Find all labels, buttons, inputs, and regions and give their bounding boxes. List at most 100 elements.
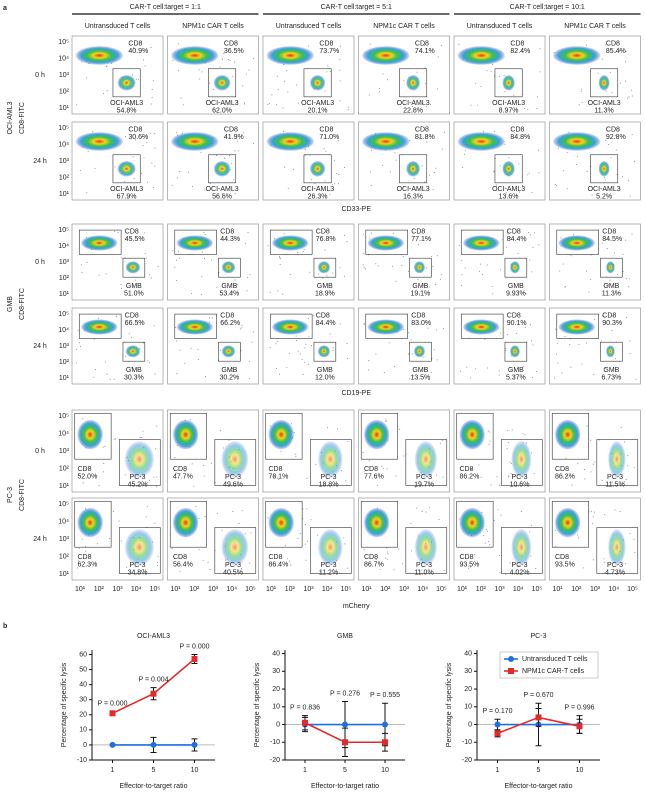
event-dot [231,163,233,165]
event-dot [154,133,156,135]
event-dot [204,515,206,517]
event-dot [585,342,587,344]
event-dot [153,325,155,327]
event-dot [509,562,511,564]
x-axis-label: Effector-to-target ratio [120,783,188,790]
x-axis-label: Effector-to-target ratio [311,783,379,790]
event-dot [460,370,462,372]
event-dot [510,369,512,371]
gate-percent: 67.9% [117,193,137,200]
y-tick-label: 10⁴ [58,55,69,62]
event-dot [341,470,343,472]
target-population [309,75,326,91]
event-dot [151,88,153,90]
event-dot [133,46,135,48]
event-dot [388,342,390,344]
event-dot [370,185,372,187]
event-dot [94,369,96,371]
cd8-gate [74,500,112,548]
event-dot [585,270,587,272]
x-tick-label: 10⁴ [417,586,428,593]
event-dot [493,170,495,172]
event-dot [505,573,507,575]
event-dot [441,148,443,150]
event-dot [131,336,133,338]
target-population [117,75,136,91]
event-dot [319,570,321,572]
event-dot [304,149,306,151]
target-gate [122,257,146,278]
event-dot [628,96,630,98]
event-dot [234,193,236,195]
event-dot [601,242,603,244]
target-gate [112,68,141,98]
gate-percent: 85.4% [606,48,626,55]
cd8-population [172,507,199,538]
y-tick-label: -10 [462,739,472,746]
plot-frame [71,223,164,301]
panel-label: a [3,5,7,12]
event-dot [624,481,626,483]
event-dot [143,342,145,344]
x-tick-label: 5 [537,767,541,774]
y-tick-label: 10⁵ [58,125,69,132]
event-dot [458,518,460,520]
target-population [598,161,610,177]
event-dot [343,537,345,539]
cd8-gate [78,313,122,339]
gate-percent: 41.9% [224,134,244,141]
column-header: NPM1c CAR T cells [373,23,435,30]
cd8-population [457,132,505,151]
y-tick-label: 10⁵ [58,227,69,234]
target-gate [112,154,141,184]
event-dot [204,189,206,191]
gate-label: CD8 [125,228,139,235]
cd8-population [362,132,410,151]
gate-label: CD8 [316,312,330,319]
gate-label: CD8 [555,554,569,561]
event-dot [436,359,438,361]
event-dot [439,278,441,280]
event-dot [240,568,242,570]
y-tick-label: 10⁴ [58,243,69,250]
gate-percent: 26.3% [308,193,328,200]
p-value: P = 0.000 [97,701,127,708]
x-tick-label: 10⁴ [322,586,333,593]
event-dot [232,510,234,512]
target-gate [214,439,257,486]
event-dot [147,482,149,484]
event-dot [611,481,613,483]
event-dot [146,141,148,143]
target-population [606,261,615,274]
event-dot [324,90,326,92]
event-dot [437,56,439,58]
gate-percent: 10.6% [510,482,530,489]
event-dot [429,507,431,509]
target-population [406,75,421,91]
event-dot [179,571,181,573]
event-dot [435,284,437,286]
gate-label: OCI-AML3 [492,186,525,193]
event-dot [510,236,512,238]
event-dot [500,514,502,516]
event-dot [384,557,386,559]
event-dot [505,348,507,350]
event-dot [209,317,211,319]
gate-label: CD8 [268,554,282,561]
column-header: Untransduced T cells [467,23,533,30]
y-tick-label: 10⁵ [58,413,69,420]
event-dot [484,542,486,544]
target-gate [208,68,237,98]
event-dot [154,522,156,524]
event-dot [489,440,491,442]
event-dot [499,571,501,573]
event-dot [601,58,603,60]
event-dot [625,563,627,565]
event-dot [326,275,328,277]
event-dot [287,91,289,93]
event-dot [134,139,136,141]
row-label: 24 h [33,536,47,543]
event-dot [191,186,193,188]
event-dot [242,85,244,87]
event-dot [273,476,275,478]
